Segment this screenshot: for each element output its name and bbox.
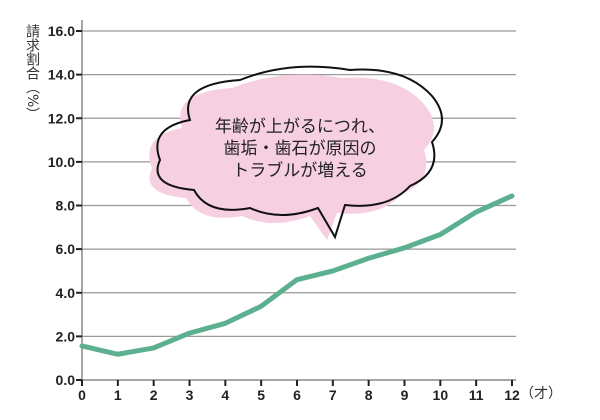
- x-tick-label: 12: [504, 387, 520, 403]
- x-tick-label: 1: [114, 387, 122, 403]
- y-axis-label: 請求割合（%）: [24, 24, 40, 121]
- annotation-line-3: トラブルが増える: [232, 160, 368, 181]
- annotation-line-1: 年齢が上がるにつれ、: [215, 117, 385, 137]
- x-tick-label: 4: [221, 387, 229, 403]
- y-tick-label: 12.0: [48, 110, 75, 126]
- y-tick-label: 16.0: [48, 23, 75, 39]
- speech-bubble-outline: [156, 65, 443, 240]
- y-tick-label: 2.0: [56, 328, 76, 344]
- x-tick-label: 2: [150, 387, 158, 403]
- x-tick-label: 5: [257, 387, 265, 403]
- x-tick-label: 11: [469, 387, 484, 403]
- x-tick-label: 3: [186, 387, 194, 403]
- speech-bubble-fill: [149, 74, 435, 241]
- x-axis-unit: （才）: [520, 386, 562, 402]
- y-tick-label: 6.0: [56, 241, 76, 257]
- y-tick-label: 0.0: [56, 372, 76, 388]
- y-tick-label: 8.0: [56, 198, 76, 214]
- x-tick-label: 8: [365, 387, 373, 403]
- x-tick-label: 10: [433, 387, 449, 403]
- y-tick-label: 10.0: [48, 154, 75, 170]
- y-axis: 0.0 2.0 4.0 6.0 8.0 10.0 12.0 14.0 16.0: [48, 20, 83, 388]
- y-tick-label: 4.0: [56, 285, 76, 301]
- x-tick-label: 0: [78, 387, 86, 403]
- speech-bubble: 年齢が上がるにつれ、 歯垢・歯石が原因の トラブルが増える: [149, 65, 443, 241]
- x-axis: 0 1 2 3 4 5 6 7 8 9 10 11 12: [78, 379, 520, 403]
- data-points: [81, 195, 513, 355]
- x-tick-label: 9: [401, 387, 409, 403]
- x-tick-label: 6: [293, 387, 301, 403]
- x-tick-label: 7: [329, 387, 337, 403]
- y-tick-label: 14.0: [48, 67, 75, 83]
- annotation-line-2: 歯垢・歯石が原因の: [224, 139, 377, 159]
